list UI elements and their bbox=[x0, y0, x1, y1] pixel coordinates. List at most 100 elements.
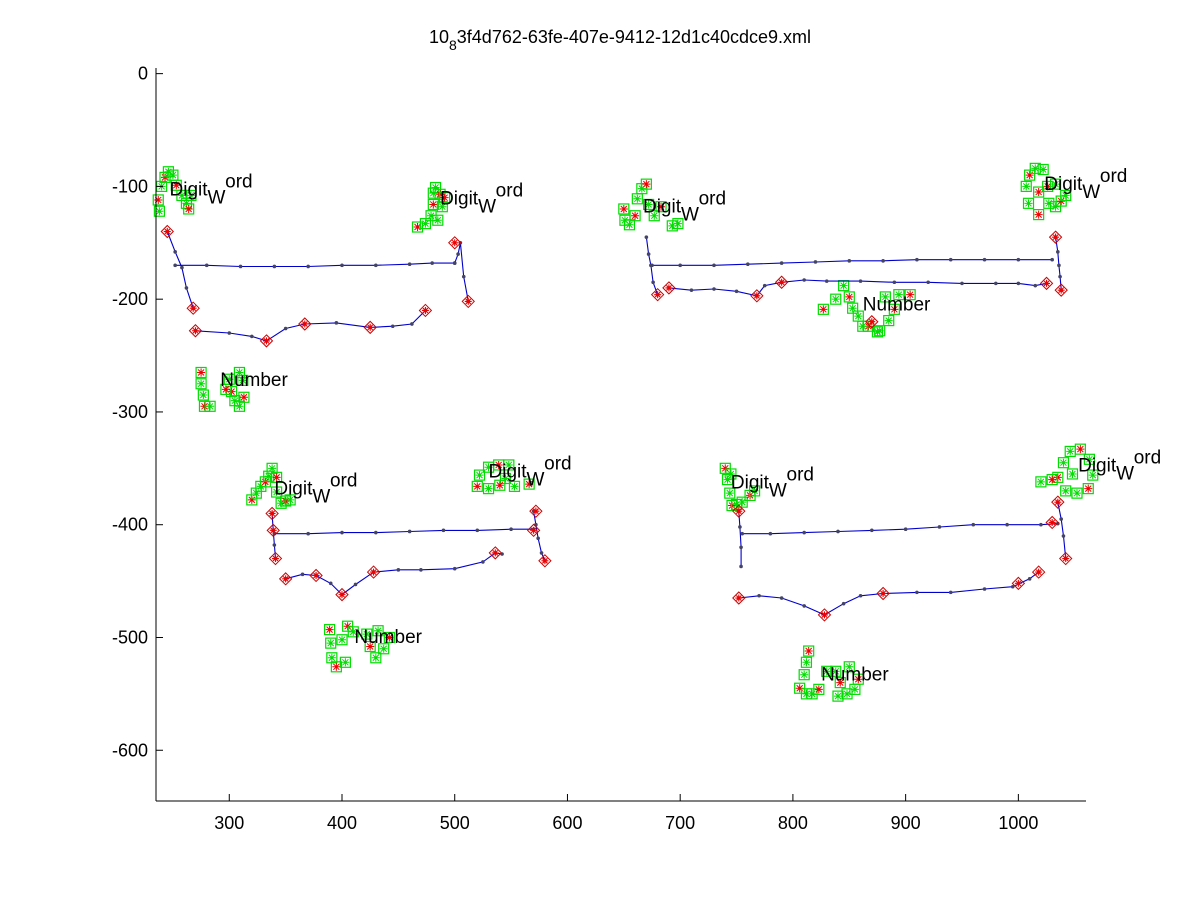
y-tick-label: -600 bbox=[112, 740, 148, 760]
diamond-marker bbox=[817, 608, 832, 622]
y-tick-label: -300 bbox=[112, 402, 148, 422]
stroke-point bbox=[824, 279, 829, 283]
cluster-square-marker bbox=[1043, 197, 1055, 209]
cluster-square-marker bbox=[263, 470, 275, 482]
annotation-label-superscript: ord bbox=[787, 465, 814, 486]
red-star-marker bbox=[1057, 286, 1065, 294]
red-star-marker bbox=[1062, 555, 1070, 563]
cluster-star-marker bbox=[819, 305, 828, 314]
cluster-star-marker bbox=[484, 463, 493, 472]
stroke-point bbox=[173, 263, 177, 268]
diamond-marker bbox=[186, 301, 200, 315]
cluster-star-marker bbox=[738, 498, 747, 507]
cluster-star-marker bbox=[795, 684, 804, 693]
stroke-point bbox=[407, 529, 412, 534]
cluster-star-marker bbox=[854, 675, 863, 684]
stroke-point bbox=[757, 593, 761, 598]
stroke-point bbox=[678, 263, 682, 268]
red-star-marker bbox=[1035, 568, 1043, 576]
cluster-star-marker bbox=[433, 216, 442, 225]
stroke-point bbox=[739, 564, 743, 569]
cluster-square-marker bbox=[623, 219, 636, 231]
cluster-star-marker bbox=[619, 204, 628, 213]
stroke-point bbox=[740, 531, 744, 536]
cluster-star-marker bbox=[633, 194, 642, 203]
cluster-square-marker bbox=[1082, 483, 1094, 495]
cluster-star-marker bbox=[1066, 447, 1075, 456]
cluster-star-marker bbox=[184, 204, 193, 213]
cluster-star-marker bbox=[843, 689, 852, 698]
red-star-marker bbox=[1052, 233, 1060, 241]
cluster-star-marker bbox=[230, 396, 239, 405]
cluster-square-marker bbox=[372, 625, 384, 637]
cluster-square-marker bbox=[843, 291, 855, 303]
cluster-star-marker bbox=[1068, 469, 1077, 478]
cluster-square-marker bbox=[197, 389, 209, 401]
cluster-star-marker bbox=[1044, 199, 1053, 208]
cluster-square-marker bbox=[1083, 453, 1095, 465]
y-tick-label: 0 bbox=[138, 64, 148, 84]
cluster-star-marker bbox=[379, 644, 388, 653]
cluster-star-marker bbox=[252, 489, 261, 498]
cluster-square-marker bbox=[736, 496, 748, 508]
red-star-marker bbox=[370, 568, 378, 576]
stroke-point bbox=[802, 278, 806, 282]
cluster-star-marker bbox=[440, 193, 449, 202]
cluster-star-marker bbox=[484, 484, 493, 493]
stroke-line bbox=[668, 279, 1047, 297]
cluster-square-marker bbox=[847, 302, 859, 314]
cluster-star-marker bbox=[235, 368, 244, 377]
cluster-square-marker bbox=[1052, 471, 1064, 483]
cluster-square-marker bbox=[843, 661, 855, 673]
cluster-star-marker bbox=[177, 191, 186, 200]
cluster-star-marker bbox=[1034, 210, 1043, 219]
annotation-label: Number bbox=[863, 294, 931, 315]
cluster-star-marker bbox=[800, 670, 809, 679]
annotation-label: DigitWord bbox=[489, 453, 572, 490]
annotation-label: Number bbox=[354, 627, 422, 648]
cluster-star-marker bbox=[721, 464, 730, 473]
stroke-line bbox=[742, 523, 1058, 535]
cluster-star-marker bbox=[723, 475, 732, 484]
red-star-marker bbox=[879, 590, 887, 598]
annotation-label-base: Number bbox=[863, 294, 931, 315]
cluster-square-marker bbox=[152, 194, 164, 206]
cluster-star-marker bbox=[429, 200, 438, 209]
annotation-label: Number bbox=[220, 370, 288, 391]
stroke-point bbox=[306, 264, 310, 269]
cluster-star-marker bbox=[247, 495, 256, 504]
annotation-label-subscript: W bbox=[769, 481, 787, 502]
red-star-marker bbox=[451, 239, 459, 247]
stroke-point bbox=[1061, 534, 1066, 538]
cluster-star-marker bbox=[1031, 164, 1040, 173]
cluster-square-marker bbox=[1071, 487, 1083, 499]
stroke-point bbox=[982, 587, 987, 591]
cluster-square-marker bbox=[904, 289, 916, 301]
cluster-square-marker bbox=[883, 315, 895, 327]
stroke-point bbox=[390, 324, 395, 329]
cluster-square-marker bbox=[721, 474, 734, 486]
stroke-point bbox=[1056, 521, 1060, 526]
cluster-star-marker bbox=[427, 211, 436, 220]
diamond-marker bbox=[1051, 495, 1065, 509]
red-star-marker bbox=[1043, 279, 1051, 287]
cluster-star-marker bbox=[238, 376, 247, 385]
annotation-label-superscript: ord bbox=[699, 188, 726, 209]
stroke-point bbox=[328, 581, 333, 586]
stroke-point bbox=[374, 530, 378, 535]
cluster-star-marker bbox=[227, 387, 236, 396]
cluster-star-marker bbox=[343, 622, 352, 631]
cluster-square-marker bbox=[798, 669, 810, 681]
diamond-marker bbox=[448, 236, 462, 250]
y-tick-label: -100 bbox=[112, 176, 148, 196]
cluster-square-marker bbox=[364, 640, 376, 653]
annotation-label: DigitWord bbox=[1044, 166, 1127, 203]
title-subscript: 8 bbox=[449, 37, 457, 53]
stroke-point bbox=[870, 528, 874, 533]
cluster-square-marker bbox=[383, 631, 395, 644]
cluster-star-marker bbox=[1043, 182, 1052, 191]
cluster-star-marker bbox=[850, 685, 859, 694]
red-star-marker bbox=[163, 228, 171, 236]
stroke-point bbox=[779, 596, 784, 600]
diamond-marker bbox=[298, 317, 312, 331]
